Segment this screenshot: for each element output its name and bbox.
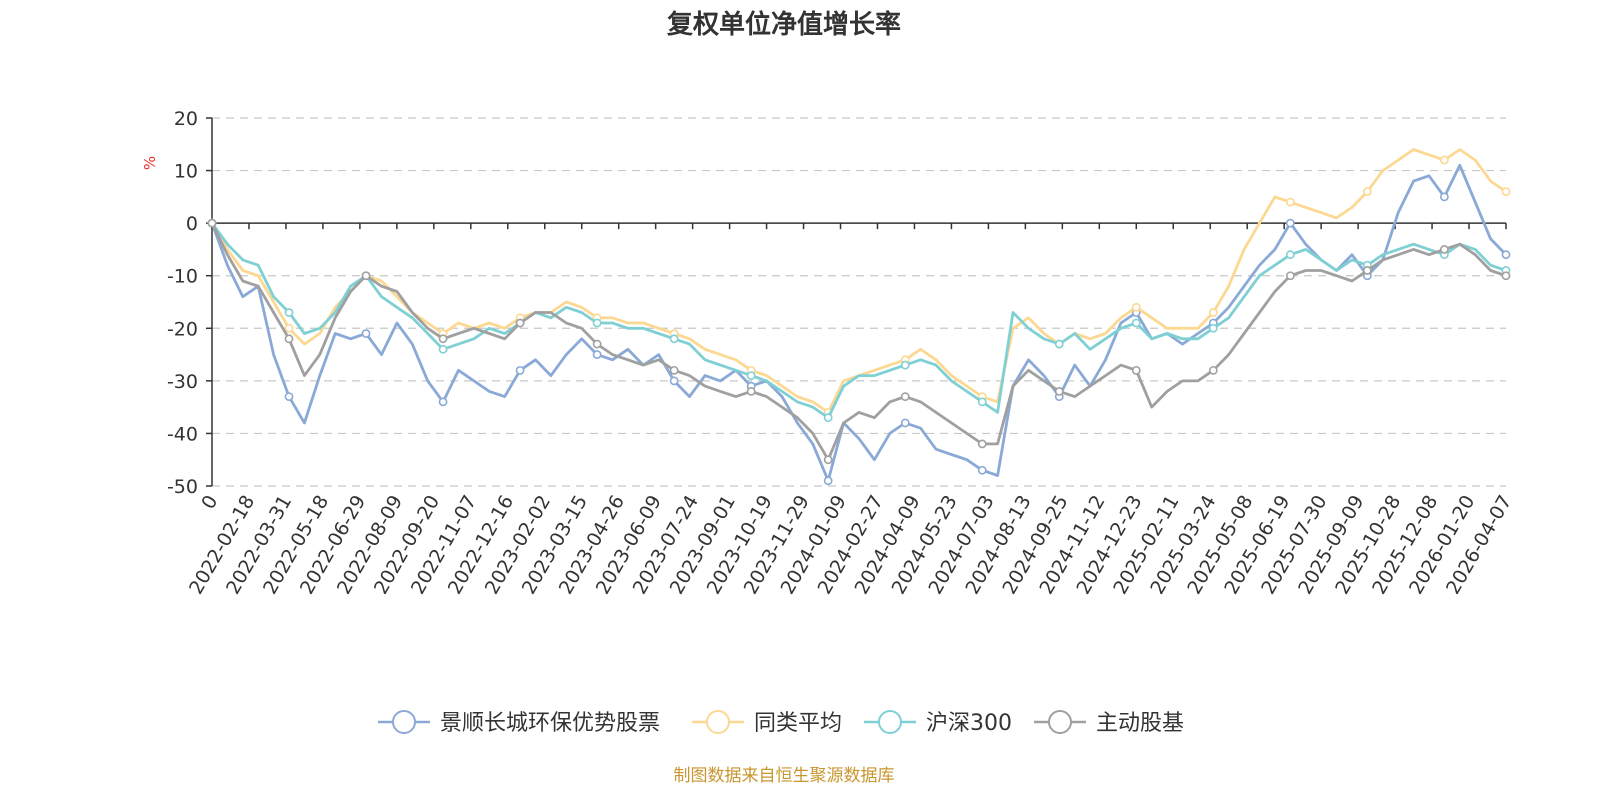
data-point — [1285, 250, 1295, 260]
data-point — [1131, 365, 1141, 375]
data-point — [1501, 271, 1511, 281]
series-lines — [207, 148, 1511, 486]
data-point — [746, 386, 756, 396]
data-point — [207, 218, 217, 228]
data-point — [1285, 271, 1295, 281]
data-point — [592, 339, 602, 349]
data-point — [1054, 339, 1064, 349]
data-point — [515, 318, 525, 328]
legend-item-3[interactable]: 主动股基 — [1034, 710, 1184, 736]
data-point — [823, 476, 833, 486]
y-tick-label: 0 — [186, 213, 198, 235]
legend-marker — [878, 710, 902, 734]
data-point — [284, 308, 294, 317]
data-point — [284, 323, 294, 333]
data-point — [669, 376, 679, 386]
data-point — [438, 344, 448, 354]
data-point — [592, 318, 602, 328]
series-line-3 — [210, 222, 1507, 462]
y-tick-label: 20 — [174, 108, 198, 130]
legend-item-2[interactable]: 沪深300 — [864, 710, 1012, 736]
legend-marker — [392, 710, 416, 734]
data-point — [823, 455, 833, 465]
data-point — [284, 392, 294, 402]
data-point — [438, 397, 448, 407]
y-axis-unit-label: % — [141, 156, 159, 170]
legend-item-1[interactable]: 同类平均 — [692, 710, 842, 736]
series-line-2 — [210, 222, 1507, 420]
data-point — [1285, 218, 1295, 228]
data-point — [669, 334, 679, 344]
data-point — [1131, 302, 1141, 312]
data-point — [900, 392, 910, 402]
legend-marker — [706, 710, 730, 734]
data-point — [361, 271, 371, 281]
data-point — [1208, 323, 1218, 333]
data-point — [977, 397, 987, 407]
data-point — [438, 334, 448, 344]
data-point — [900, 418, 910, 428]
legend-label: 主动股基 — [1096, 711, 1184, 736]
legend-marker — [1048, 710, 1072, 734]
data-point — [1285, 197, 1295, 207]
data-point — [284, 334, 294, 344]
legend-label: 沪深300 — [926, 711, 1012, 736]
data-point — [361, 329, 371, 338]
data-point — [1501, 187, 1511, 196]
series-line-1 — [210, 148, 1507, 414]
data-point — [977, 465, 987, 475]
data-point — [746, 371, 756, 380]
data-point — [1208, 308, 1218, 317]
y-tick-label: -10 — [167, 266, 198, 288]
y-tick-label: -20 — [167, 318, 198, 340]
legend-label: 同类平均 — [754, 711, 842, 736]
data-point — [1054, 386, 1064, 396]
data-point — [1362, 187, 1372, 196]
y-tick-label: -40 — [167, 423, 198, 445]
y-tick-labels: 20 10 0 -10 -20 -30 -40 -50 — [167, 108, 198, 498]
data-point — [823, 413, 833, 423]
data-point — [1439, 155, 1449, 165]
data-point — [1439, 245, 1449, 254]
data-point — [669, 365, 679, 375]
data-point — [900, 360, 910, 370]
data-point — [1208, 365, 1218, 375]
legend-label: 景顺长城环保优势股票 — [440, 711, 660, 736]
data-point — [1362, 266, 1372, 275]
y-tick-label: -50 — [167, 476, 198, 498]
y-tick-label: 10 — [174, 161, 198, 183]
y-tick-label: -30 — [167, 371, 198, 393]
chart-title: 复权单位净值增长率 — [667, 9, 901, 40]
x-tick-label: 0 — [197, 492, 222, 513]
data-point — [592, 350, 602, 359]
data-point — [977, 439, 987, 449]
data-point — [515, 365, 525, 375]
x-tick-labels: 02022-02-182022-03-312022-05-182022-06-2… — [185, 492, 1516, 599]
legend[interactable]: 景顺长城环保优势股票 同类平均 沪深300 主动股基 — [378, 710, 1184, 736]
data-point — [1439, 192, 1449, 202]
data-point — [1501, 250, 1511, 260]
legend-item-0[interactable]: 景顺长城环保优势股票 — [378, 710, 660, 736]
source-note: 制图数据来自恒生聚源数据库 — [674, 766, 895, 786]
data-point — [1131, 318, 1141, 328]
